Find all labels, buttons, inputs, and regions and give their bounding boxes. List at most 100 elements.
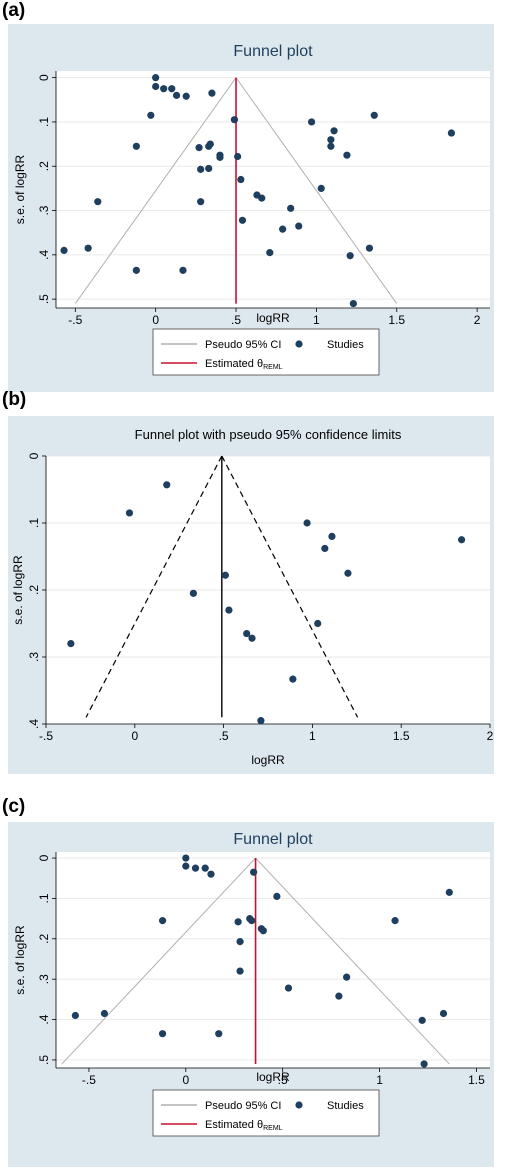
study-point — [132, 142, 140, 150]
study-point — [71, 1011, 79, 1020]
legend-label: Pseudo 95% CI — [205, 1100, 281, 1112]
study-point — [191, 864, 200, 872]
funnel-plot-c: -.5 0 .5 1 1.5 0 .1 .2 .3 .4 .5 Funnel plot logRR s.e… — [8, 822, 494, 1167]
x-tick-label: 0 — [182, 1073, 189, 1087]
x-tick-label: 1.5 — [393, 729, 410, 743]
study-point — [234, 918, 242, 926]
funnel-right-line — [221, 455, 359, 718]
study-point — [248, 917, 256, 925]
x-tick-label: .5 — [219, 729, 229, 743]
study-point — [197, 198, 205, 206]
study-point — [370, 111, 378, 119]
study-point — [152, 82, 160, 91]
study-point — [343, 973, 351, 981]
study-point — [445, 888, 453, 896]
study-point — [243, 629, 251, 638]
study-point — [343, 151, 351, 159]
y-tick-label: .4 — [27, 719, 41, 729]
y-tick-label: .1 — [27, 518, 41, 528]
study-point — [327, 136, 335, 144]
y-tick-label: .2 — [37, 161, 51, 171]
panel-b-label: (b) — [2, 389, 27, 410]
study-point — [163, 481, 171, 489]
x-tick-label: -.5 — [39, 729, 53, 743]
study-point — [330, 127, 338, 135]
study-point — [179, 266, 187, 274]
study-point — [221, 571, 229, 579]
funnel-right-line — [235, 77, 398, 304]
study-point — [289, 675, 297, 683]
study-point — [147, 111, 155, 119]
study-point — [314, 619, 322, 628]
x-tick-label: 0 — [152, 313, 159, 327]
study-point — [346, 252, 354, 260]
study-point — [208, 89, 216, 97]
legend-label-subscript: REML — [263, 364, 283, 371]
study-point — [172, 91, 181, 99]
x-tick-label: .5 — [231, 313, 241, 327]
study-point — [439, 1009, 448, 1018]
study-point — [160, 85, 168, 93]
study-point — [60, 246, 68, 255]
x-tick-label: 0 — [131, 729, 138, 743]
study-point — [215, 1030, 223, 1038]
study-point — [279, 225, 287, 233]
study-point — [250, 868, 258, 876]
y-tick-label: .1 — [37, 893, 51, 903]
funnel-left-line — [85, 455, 223, 718]
study-point — [132, 266, 140, 274]
legend-box — [152, 1089, 380, 1137]
x-tick-label: 2 — [474, 313, 481, 327]
study-point — [420, 1060, 428, 1068]
x-tick-label: 1.5 — [468, 1073, 485, 1087]
legend-dot-swatch — [295, 340, 303, 348]
study-point — [182, 92, 190, 100]
x-tick-label: .5 — [278, 1073, 288, 1087]
study-point — [201, 864, 209, 872]
study-point — [257, 717, 265, 725]
x-tick-label: 1 — [376, 1073, 383, 1087]
study-point — [67, 640, 75, 648]
y-tick-label: .2 — [27, 585, 41, 595]
panel-a-label: (a) — [2, 0, 26, 21]
study-point — [287, 204, 295, 212]
study-point — [207, 870, 215, 878]
study-point — [237, 175, 245, 184]
y-tick-label: .3 — [27, 652, 41, 662]
legend-label: Pseudo 95% CI — [205, 339, 281, 351]
study-point — [238, 216, 247, 224]
study-point — [168, 85, 176, 93]
study-point — [152, 74, 160, 82]
x-tick-label: 2 — [487, 729, 494, 743]
legend-box — [152, 328, 380, 376]
study-point — [158, 1030, 167, 1038]
funnel-left-line — [74, 77, 237, 304]
y-tick-label: .4 — [37, 1014, 51, 1024]
study-point — [205, 142, 213, 150]
study-point — [327, 142, 335, 150]
study-point — [84, 244, 92, 252]
legend-label-subscript: REML — [263, 1125, 283, 1132]
study-point — [125, 509, 134, 517]
x-axis-label: logRR — [251, 753, 285, 767]
study-point — [328, 532, 336, 540]
study-point — [266, 249, 274, 257]
y-tick-label: 0 — [37, 74, 51, 81]
chart-title: Funnel plot — [233, 831, 313, 848]
study-point — [457, 536, 466, 544]
study-point — [284, 984, 293, 992]
legend-label: Studies — [327, 339, 364, 351]
study-point — [258, 194, 266, 202]
legend-dot-swatch — [295, 1101, 303, 1109]
study-point — [344, 569, 352, 577]
study-point — [259, 927, 267, 935]
study-point — [197, 165, 205, 173]
study-point — [321, 544, 329, 553]
study-point — [100, 1009, 109, 1018]
study-point — [365, 244, 374, 252]
x-tick-label: 1.5 — [388, 313, 405, 327]
y-tick-label: 0 — [27, 452, 41, 459]
y-tick-label: .5 — [37, 1055, 51, 1065]
x-tick-label: 1 — [313, 313, 320, 327]
y-tick-label: .3 — [37, 974, 51, 984]
